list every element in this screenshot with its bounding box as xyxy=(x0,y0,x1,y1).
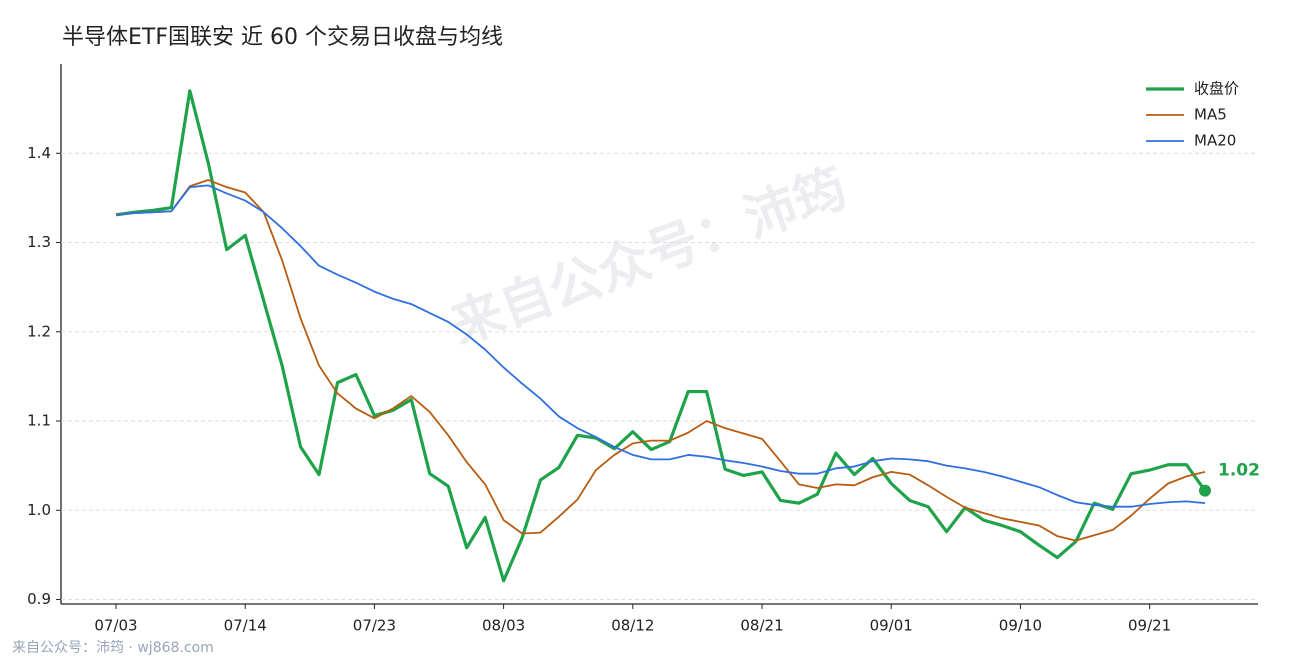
x-tick-label: 09/10 xyxy=(999,617,1042,635)
footer: 来自公众号：沛筠 · wj868.com xyxy=(12,639,214,656)
series-line xyxy=(115,184,1206,508)
x-tick-label: 07/03 xyxy=(94,617,137,635)
series-line xyxy=(115,179,1206,542)
legend-label: MA20 xyxy=(1194,132,1236,150)
x-tick-label: 07/23 xyxy=(353,617,396,635)
y-tick-label: 1.1 xyxy=(27,412,51,430)
y-tick-label: 1.2 xyxy=(27,322,51,340)
y-tick-label: 1.0 xyxy=(27,501,51,519)
x-tick-label: 08/21 xyxy=(740,617,783,635)
watermark: 来自公众号：沛筠 xyxy=(443,158,854,357)
x-tick-label: 09/21 xyxy=(1128,617,1171,635)
y-tick-label: 1.3 xyxy=(27,233,51,251)
x-tick-label: 07/14 xyxy=(224,617,267,635)
series-line xyxy=(115,89,1207,583)
x-tick-label: 09/01 xyxy=(870,617,913,635)
y-tick-label: 0.9 xyxy=(27,590,51,608)
y-tick-label: 1.4 xyxy=(27,144,51,162)
legend-label: MA5 xyxy=(1194,106,1227,124)
end-marker xyxy=(1199,484,1211,497)
value-label: 1.02 xyxy=(1218,461,1260,481)
chart-title: 半导体ETF国联安 近 60 个交易日收盘与均线 xyxy=(62,25,503,50)
legend-label: 收盘价 xyxy=(1194,80,1239,98)
x-tick-label: 08/03 xyxy=(482,617,525,635)
x-tick-label: 08/12 xyxy=(611,617,654,635)
